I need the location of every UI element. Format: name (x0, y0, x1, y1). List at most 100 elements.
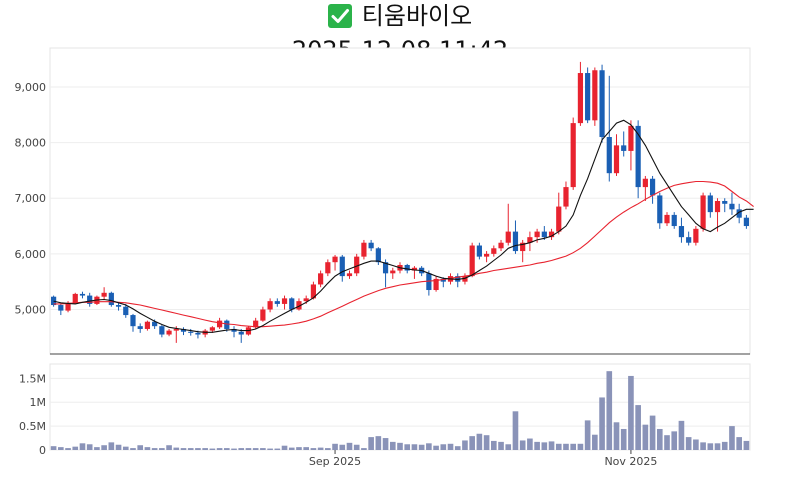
candle-body (289, 298, 295, 310)
volume-bar (563, 443, 569, 450)
candle-body (462, 276, 468, 282)
candle-body (325, 262, 331, 274)
candle-body (736, 209, 742, 218)
candle-body (621, 145, 627, 151)
volume-bar (584, 420, 591, 450)
volume-bar (173, 447, 180, 450)
volume-bar (79, 443, 86, 450)
candle-body (195, 332, 201, 335)
volume-bar (353, 444, 360, 450)
candle-body (491, 248, 497, 254)
volume-panel: 0 0.5M 1M 1.5M Sep 2025 Nov 2025 (19, 363, 751, 468)
candle-body (527, 237, 533, 243)
volume-bar (418, 444, 425, 450)
candle-body (520, 242, 526, 252)
volume-bar (656, 428, 663, 450)
candle-body (382, 262, 389, 274)
volume-bar (101, 445, 107, 450)
volume-bar (447, 443, 454, 450)
candle-body (541, 231, 547, 238)
volume-tick-label: 1M (30, 396, 47, 409)
volume-bar (577, 443, 584, 450)
price-tick-label: 9,000 (15, 81, 47, 94)
candle-body (238, 331, 244, 335)
candle-body (635, 125, 641, 188)
volume-bar (714, 443, 721, 450)
candle-body (707, 195, 713, 213)
candle-body (101, 292, 107, 297)
volume-bar (649, 415, 656, 450)
volume-bar (151, 448, 158, 450)
candle-body (260, 309, 266, 321)
volume-bar (274, 448, 281, 450)
volume-bar (685, 437, 692, 450)
candle-body (209, 327, 215, 331)
candle-body (281, 298, 288, 304)
volume-bar (159, 448, 165, 450)
price-tick-label: 7,000 (15, 192, 47, 205)
volume-tick-label: 0.5M (19, 420, 46, 433)
volume-bar (115, 444, 122, 450)
volume-bar (346, 442, 353, 450)
candle-body (693, 228, 699, 243)
candle-body (72, 293, 78, 303)
volume-bar (570, 443, 577, 450)
volume-bar (736, 437, 742, 450)
volume-bar (303, 447, 309, 450)
volume-bar (397, 442, 403, 450)
candle-body (354, 256, 360, 274)
volume-bar (693, 439, 699, 450)
x-tick-label: Nov 2025 (604, 455, 657, 468)
candle-body (108, 292, 114, 306)
volume-bar (404, 444, 411, 450)
volume-bar (130, 448, 136, 450)
candle-body (534, 231, 540, 238)
title-name-line: 티움바이오 (0, 2, 800, 30)
candle-body (51, 296, 57, 306)
candle-body (563, 187, 569, 207)
volume-bar (180, 448, 187, 450)
candle-body (339, 256, 345, 277)
volume-bar (361, 448, 367, 450)
volume-bar (252, 448, 259, 450)
volume-tick-label: 1.5M (19, 372, 46, 385)
volume-bar (288, 447, 295, 450)
candle-body (130, 315, 136, 327)
volume-bar (541, 442, 548, 450)
volume-bar (498, 441, 504, 450)
volume-bar (195, 448, 201, 450)
volume-bar (65, 448, 71, 450)
volume-bar (635, 405, 641, 450)
candle-body (375, 248, 381, 263)
volume-bar (433, 445, 439, 450)
candle-body (505, 231, 511, 243)
volume-bar (50, 446, 57, 450)
volume-bar (505, 444, 512, 450)
candle-body (173, 328, 179, 331)
candle-body (642, 178, 648, 188)
moving-average-long-line (53, 180, 754, 328)
candle-body (570, 123, 576, 188)
candle-body (188, 331, 194, 333)
candle-body (216, 320, 223, 328)
candle-body (411, 267, 418, 271)
volume-bar (108, 442, 115, 450)
candle-body (577, 73, 584, 124)
volume-bar (469, 436, 475, 450)
candle-body (433, 278, 439, 291)
volume-bar (642, 424, 649, 450)
candle-body (722, 201, 728, 204)
volume-bar (729, 426, 735, 450)
volume-bar (339, 444, 346, 450)
volume-bar (58, 447, 64, 450)
volume-bar (375, 436, 382, 450)
candle-body (613, 145, 620, 174)
candle-body (512, 231, 519, 252)
candle-body (65, 302, 71, 311)
candle-body (123, 306, 129, 316)
candle-body (729, 203, 735, 210)
volume-bar (281, 445, 288, 450)
volume-bar (166, 445, 172, 450)
volume-bar (94, 447, 100, 450)
candle-body (318, 273, 324, 285)
